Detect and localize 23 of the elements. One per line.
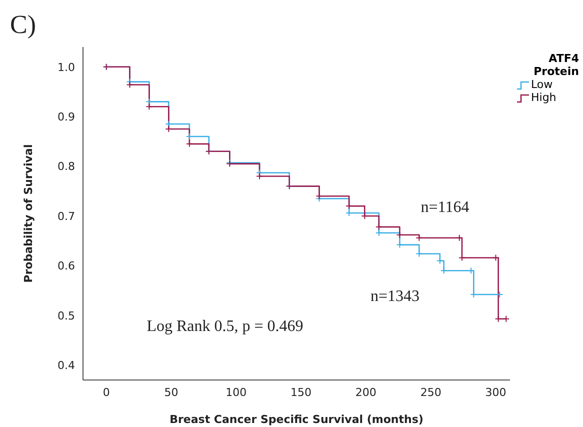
y-tick-label: 0.4 [58,358,75,372]
text: C) [10,10,36,40]
legend-label: High [531,91,556,104]
x-tick-label: 150 [290,386,312,399]
legend-label: Low [531,78,553,91]
y-tick-label: 0.8 [58,160,75,174]
annotation: Log Rank 0.5, p = 0.469 [146,318,304,336]
y-tick-label: 0.9 [58,110,75,124]
x-tick-label: 200 [355,386,376,399]
x-tick-label: 100 [226,386,247,399]
x-axis-title: Breast Cancer Specific Survival (months) [170,413,424,426]
y-tick-label: 0.6 [58,260,75,273]
y-tick-label: 0.7 [58,210,75,223]
legend-title: ATF4 Protein [532,52,579,78]
x-tick-label: 50 [164,386,178,399]
y-axis-title: Probability of Survival [22,144,35,283]
x-tick-label: 300 [485,386,506,399]
x-tick-label: 0 [102,386,110,399]
y-tick-label: 0.5 [58,309,75,322]
x-tick-label: 250 [420,386,442,399]
y-tick-label: 1.0 [58,60,75,74]
annotation: n=1343 [370,288,420,306]
annotation: n=1164 [420,199,470,217]
